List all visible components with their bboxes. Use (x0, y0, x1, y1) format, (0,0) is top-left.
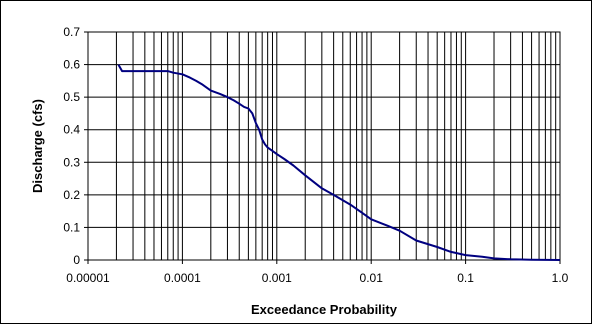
y-tick-labels: 0 0.1 0.2 0.3 0.4 0.5 0.6 0.7 (63, 25, 88, 267)
y-axis-title: Discharge (cfs) (30, 99, 45, 193)
y-tick-label: 0.3 (63, 155, 80, 169)
y-tick-label: 0.5 (63, 90, 80, 104)
x-tick-label: 1.0 (552, 271, 569, 285)
y-tick-label: 0 (73, 253, 80, 267)
x-tick-label: 0.0001 (164, 271, 201, 285)
y-tick-label: 0.4 (63, 123, 80, 137)
y-tick-label: 0.7 (63, 25, 80, 39)
y-tick-label: 0.6 (63, 58, 80, 72)
x-axis-title: Exceedance Probability (251, 302, 398, 317)
series-layer (117, 64, 561, 261)
y-tick-label: 0.1 (63, 220, 80, 234)
discharge-series-line (117, 64, 561, 261)
grid-lines (88, 32, 560, 260)
y-tick-label: 0.2 (63, 188, 80, 202)
x-tick-label: 0.01 (360, 271, 384, 285)
x-tick-label: 0.00001 (66, 271, 110, 285)
plot-area (87, 31, 561, 261)
x-tick-label: 0.1 (457, 271, 474, 285)
x-tick-label: 0.001 (262, 271, 292, 285)
x-tick-labels: 0.00001 0.0001 0.001 0.01 0.1 1.0 (66, 260, 569, 285)
